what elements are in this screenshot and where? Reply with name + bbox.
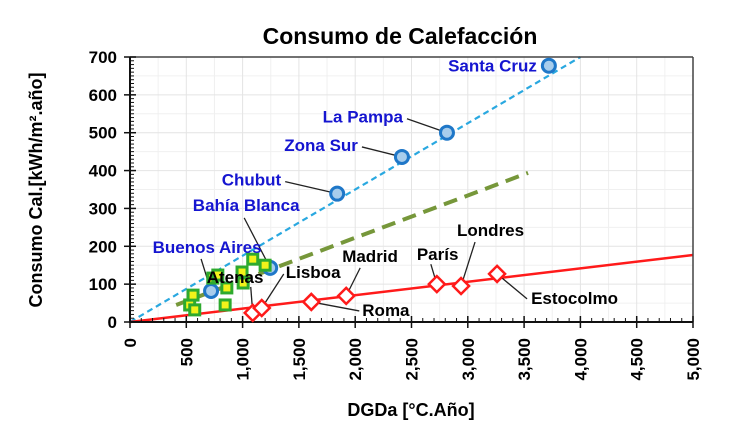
square-marker xyxy=(258,258,272,272)
square-marker xyxy=(246,252,260,266)
circle-marker xyxy=(329,185,346,202)
point-label: Buenos Aires xyxy=(153,238,262,257)
point-label: Lisboa xyxy=(286,263,341,282)
square-marker xyxy=(218,298,232,312)
chart-title: Consumo de Calefacción xyxy=(263,23,538,49)
y-tick-label: 300 xyxy=(89,199,117,218)
data-points xyxy=(183,57,557,323)
square-marker xyxy=(188,303,202,317)
x-tick-label: 2,500 xyxy=(403,338,422,381)
x-tick-label: 4,000 xyxy=(571,338,590,381)
x-tick-label: 3,500 xyxy=(515,338,534,381)
x-tick-label: 2,000 xyxy=(346,338,365,381)
leader-line xyxy=(285,181,338,195)
x-tick-label: 0 xyxy=(121,338,140,347)
point-label: Atenas xyxy=(207,268,264,287)
x-tick-label: 5,000 xyxy=(684,338,703,381)
y-tick-label: 500 xyxy=(89,124,117,143)
x-tick-label: 1,000 xyxy=(234,338,253,381)
x-tick-label: 4,500 xyxy=(628,338,647,381)
x-tick-label: 500 xyxy=(177,338,196,366)
trendline xyxy=(129,56,581,323)
y-axis-title: Consumo Cal.[kWh/m².año] xyxy=(26,73,46,308)
x-tick-label: 1,500 xyxy=(290,338,309,381)
diamond-marker xyxy=(487,264,507,284)
square-marker xyxy=(220,281,234,295)
square-marker xyxy=(236,276,250,290)
diamond-marker xyxy=(301,292,322,312)
point-label: La Pampa xyxy=(323,108,404,127)
point-label: Zona Sur xyxy=(284,136,358,155)
y-tick-label: 600 xyxy=(89,86,117,105)
y-tick-label: 400 xyxy=(89,162,117,181)
diamond-marker xyxy=(251,298,272,318)
x-tick-label: 3,000 xyxy=(459,338,478,381)
circle-marker xyxy=(438,124,455,141)
axes: 0 100 200 300 400 500 600 700 0 500 1,000 1,500 2,00… xyxy=(89,48,703,381)
point-label: Londres xyxy=(457,221,524,240)
square-marker xyxy=(211,268,225,282)
trendline xyxy=(175,170,529,307)
point-label: Estocolmo xyxy=(531,289,618,308)
point-label: París xyxy=(417,245,459,264)
diamond-marker xyxy=(427,274,447,294)
y-tick-label: 700 xyxy=(89,48,117,67)
point-label: Santa Cruz xyxy=(448,57,537,76)
circle-marker xyxy=(540,57,557,74)
y-tick-label: 200 xyxy=(89,237,117,256)
square-marker xyxy=(186,288,200,302)
diamond-marker xyxy=(336,286,356,306)
y-tick-label: 100 xyxy=(89,275,117,294)
y-tick-label: 0 xyxy=(108,313,117,332)
point-label: Chubut xyxy=(222,171,282,190)
point-label: Roma xyxy=(362,301,410,320)
circle-marker xyxy=(393,148,410,165)
point-label: Bahía Blanca xyxy=(193,196,300,215)
x-axis-title: DGDa [°C.Año] xyxy=(347,400,474,420)
point-label: Madrid xyxy=(342,247,398,266)
diamond-marker xyxy=(451,276,471,296)
